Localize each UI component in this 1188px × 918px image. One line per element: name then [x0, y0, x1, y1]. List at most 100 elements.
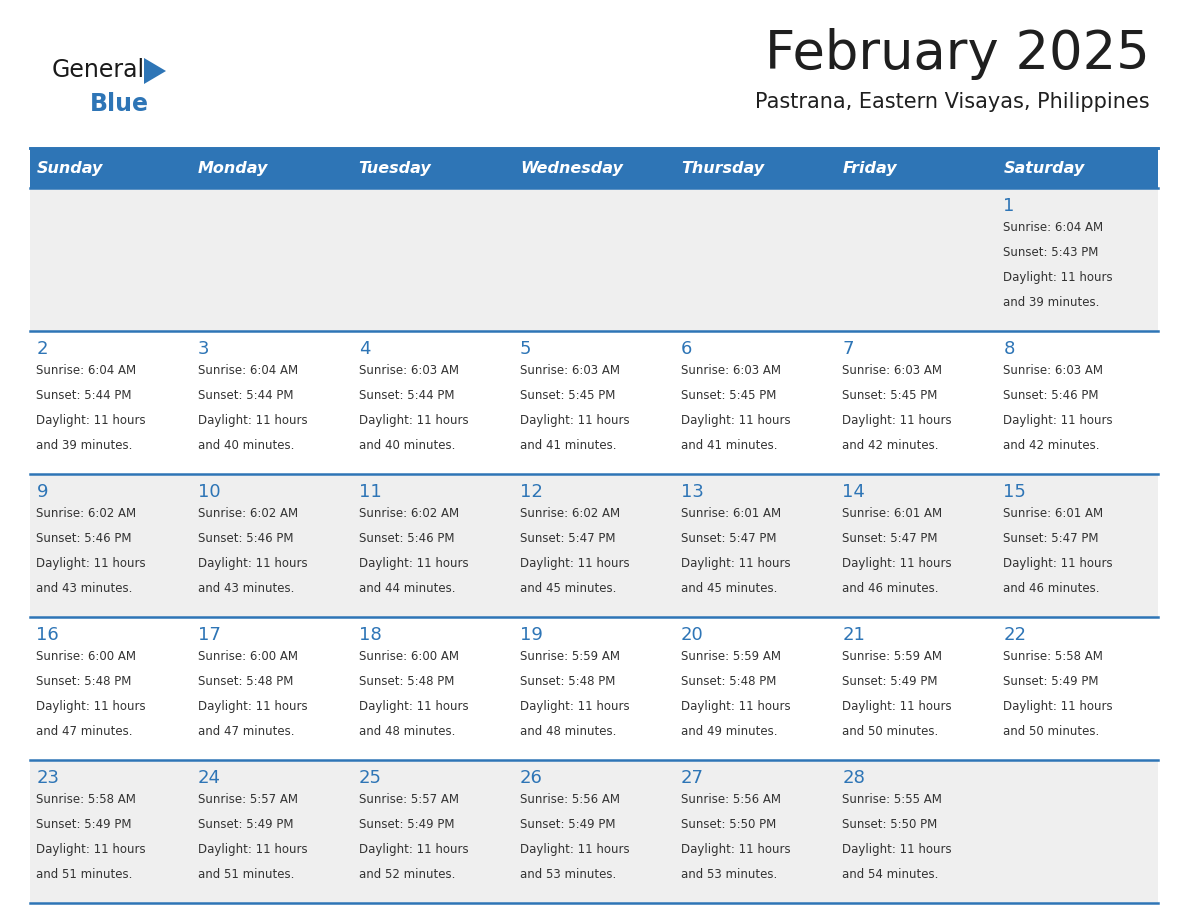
Text: Daylight: 11 hours: Daylight: 11 hours — [37, 414, 146, 427]
Text: Daylight: 11 hours: Daylight: 11 hours — [197, 843, 308, 856]
Text: Daylight: 11 hours: Daylight: 11 hours — [520, 700, 630, 713]
Text: and 48 minutes.: and 48 minutes. — [359, 725, 455, 738]
Text: 14: 14 — [842, 483, 865, 500]
Bar — [30, 331, 1158, 474]
Text: Sunset: 5:50 PM: Sunset: 5:50 PM — [842, 818, 937, 831]
Text: and 47 minutes.: and 47 minutes. — [197, 725, 295, 738]
Text: and 53 minutes.: and 53 minutes. — [520, 868, 617, 881]
Text: Sunset: 5:46 PM: Sunset: 5:46 PM — [359, 532, 454, 545]
Text: Sunset: 5:47 PM: Sunset: 5:47 PM — [1004, 532, 1099, 545]
Text: Sunrise: 6:00 AM: Sunrise: 6:00 AM — [197, 650, 297, 663]
Text: and 51 minutes.: and 51 minutes. — [37, 868, 133, 881]
Text: Sunset: 5:44 PM: Sunset: 5:44 PM — [37, 389, 132, 402]
Text: Tuesday: Tuesday — [359, 161, 431, 175]
Text: Daylight: 11 hours: Daylight: 11 hours — [681, 843, 791, 856]
Text: Sunrise: 5:58 AM: Sunrise: 5:58 AM — [37, 793, 137, 806]
Text: Sunrise: 5:57 AM: Sunrise: 5:57 AM — [197, 793, 297, 806]
Text: 1: 1 — [1004, 196, 1015, 215]
Text: 27: 27 — [681, 768, 704, 787]
Text: Daylight: 11 hours: Daylight: 11 hours — [681, 557, 791, 570]
Text: Sunrise: 6:01 AM: Sunrise: 6:01 AM — [681, 507, 782, 520]
Text: Daylight: 11 hours: Daylight: 11 hours — [520, 843, 630, 856]
Text: 24: 24 — [197, 768, 221, 787]
Text: 4: 4 — [359, 340, 371, 358]
Text: 19: 19 — [520, 625, 543, 644]
Text: Friday: Friday — [842, 161, 897, 175]
Text: Sunset: 5:49 PM: Sunset: 5:49 PM — [1004, 675, 1099, 688]
Text: Sunrise: 6:01 AM: Sunrise: 6:01 AM — [842, 507, 942, 520]
Text: Sunset: 5:48 PM: Sunset: 5:48 PM — [681, 675, 777, 688]
Text: Daylight: 11 hours: Daylight: 11 hours — [37, 700, 146, 713]
Text: 3: 3 — [197, 340, 209, 358]
Text: Daylight: 11 hours: Daylight: 11 hours — [842, 414, 952, 427]
Text: and 50 minutes.: and 50 minutes. — [842, 725, 939, 738]
Text: and 54 minutes.: and 54 minutes. — [842, 868, 939, 881]
Text: Daylight: 11 hours: Daylight: 11 hours — [197, 557, 308, 570]
Text: and 42 minutes.: and 42 minutes. — [842, 439, 939, 452]
Text: Sunrise: 5:56 AM: Sunrise: 5:56 AM — [520, 793, 620, 806]
Text: and 43 minutes.: and 43 minutes. — [37, 582, 133, 595]
Text: Sunrise: 6:00 AM: Sunrise: 6:00 AM — [359, 650, 459, 663]
Text: Sunset: 5:47 PM: Sunset: 5:47 PM — [681, 532, 777, 545]
Text: Blue: Blue — [90, 92, 148, 116]
Text: February 2025: February 2025 — [765, 28, 1150, 80]
Text: and 45 minutes.: and 45 minutes. — [681, 582, 777, 595]
Text: Daylight: 11 hours: Daylight: 11 hours — [37, 557, 146, 570]
Text: and 39 minutes.: and 39 minutes. — [1004, 296, 1100, 309]
Text: 20: 20 — [681, 625, 703, 644]
Text: and 47 minutes.: and 47 minutes. — [37, 725, 133, 738]
Text: 17: 17 — [197, 625, 221, 644]
Text: Sunset: 5:44 PM: Sunset: 5:44 PM — [359, 389, 454, 402]
Text: Sunset: 5:47 PM: Sunset: 5:47 PM — [842, 532, 937, 545]
Text: 7: 7 — [842, 340, 854, 358]
Text: Sunset: 5:43 PM: Sunset: 5:43 PM — [1004, 246, 1099, 259]
Text: Sunset: 5:49 PM: Sunset: 5:49 PM — [359, 818, 454, 831]
Text: 23: 23 — [37, 768, 59, 787]
Text: Sunset: 5:45 PM: Sunset: 5:45 PM — [681, 389, 777, 402]
Text: Monday: Monday — [197, 161, 268, 175]
Text: Daylight: 11 hours: Daylight: 11 hours — [359, 557, 468, 570]
Text: and 50 minutes.: and 50 minutes. — [1004, 725, 1100, 738]
Text: Daylight: 11 hours: Daylight: 11 hours — [1004, 414, 1113, 427]
Text: Sunset: 5:44 PM: Sunset: 5:44 PM — [197, 389, 293, 402]
Text: Daylight: 11 hours: Daylight: 11 hours — [842, 700, 952, 713]
Bar — [30, 148, 1158, 188]
Text: and 45 minutes.: and 45 minutes. — [520, 582, 617, 595]
Text: 2: 2 — [37, 340, 48, 358]
Text: Sunrise: 5:56 AM: Sunrise: 5:56 AM — [681, 793, 781, 806]
Text: Sunset: 5:45 PM: Sunset: 5:45 PM — [520, 389, 615, 402]
Text: 6: 6 — [681, 340, 693, 358]
Text: Sunrise: 6:03 AM: Sunrise: 6:03 AM — [681, 364, 781, 377]
Text: Sunset: 5:48 PM: Sunset: 5:48 PM — [359, 675, 454, 688]
Text: and 46 minutes.: and 46 minutes. — [842, 582, 939, 595]
Text: Sunrise: 5:59 AM: Sunrise: 5:59 AM — [842, 650, 942, 663]
Text: Daylight: 11 hours: Daylight: 11 hours — [1004, 700, 1113, 713]
Text: Sunrise: 6:02 AM: Sunrise: 6:02 AM — [37, 507, 137, 520]
Text: and 49 minutes.: and 49 minutes. — [681, 725, 777, 738]
Text: Sunrise: 6:04 AM: Sunrise: 6:04 AM — [197, 364, 298, 377]
Text: 21: 21 — [842, 625, 865, 644]
Text: 15: 15 — [1004, 483, 1026, 500]
Text: Sunset: 5:49 PM: Sunset: 5:49 PM — [842, 675, 937, 688]
Text: Daylight: 11 hours: Daylight: 11 hours — [681, 700, 791, 713]
Text: Sunrise: 6:02 AM: Sunrise: 6:02 AM — [520, 507, 620, 520]
Bar — [30, 474, 1158, 617]
Text: Daylight: 11 hours: Daylight: 11 hours — [197, 414, 308, 427]
Text: Daylight: 11 hours: Daylight: 11 hours — [842, 843, 952, 856]
Text: 28: 28 — [842, 768, 865, 787]
Text: Saturday: Saturday — [1004, 161, 1085, 175]
Text: 25: 25 — [359, 768, 381, 787]
Text: Sunrise: 6:03 AM: Sunrise: 6:03 AM — [359, 364, 459, 377]
Text: 8: 8 — [1004, 340, 1015, 358]
Text: Daylight: 11 hours: Daylight: 11 hours — [37, 843, 146, 856]
Text: Wednesday: Wednesday — [520, 161, 623, 175]
Text: and 46 minutes.: and 46 minutes. — [1004, 582, 1100, 595]
Text: 10: 10 — [197, 483, 220, 500]
Text: Sunrise: 5:58 AM: Sunrise: 5:58 AM — [1004, 650, 1104, 663]
Text: Sunset: 5:49 PM: Sunset: 5:49 PM — [197, 818, 293, 831]
Text: and 51 minutes.: and 51 minutes. — [197, 868, 293, 881]
Text: Pastrana, Eastern Visayas, Philippines: Pastrana, Eastern Visayas, Philippines — [756, 92, 1150, 112]
Text: 9: 9 — [37, 483, 48, 500]
Text: 16: 16 — [37, 625, 59, 644]
Text: and 41 minutes.: and 41 minutes. — [520, 439, 617, 452]
